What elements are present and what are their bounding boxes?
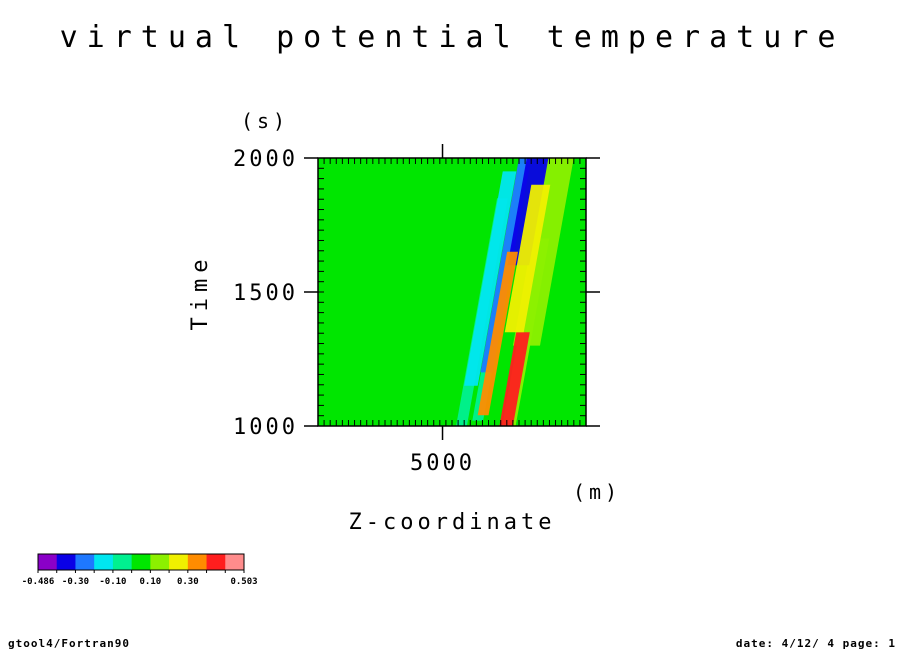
y-tick-labels: 1000 1500 2000 (233, 147, 298, 440)
plot-area (304, 144, 600, 440)
footer-right: date: 4/12/ 4 page: 1 (736, 637, 896, 650)
colorbar-swatch (225, 554, 245, 570)
colorbar-frame (37, 553, 245, 571)
y-axis-label: Time (188, 254, 213, 331)
contour-band-7 (477, 251, 518, 416)
plot-frame (317, 157, 587, 427)
y-tick-label: 1000 (233, 415, 298, 440)
colorbar-label: 0.30 (177, 577, 199, 587)
colorbar-label: -0.10 (99, 577, 126, 587)
contour-band-9 (504, 184, 551, 333)
colorbar-labels: -0.486 -0.30 -0.10 0.10 0.30 0.503 (22, 577, 258, 587)
colorbar-swatch (131, 554, 151, 570)
colorbar-swatch (112, 554, 133, 570)
x-tick-label: 5000 (410, 451, 475, 476)
colorbar-label: -0.486 (22, 577, 55, 587)
y-tick-label: 2000 (233, 147, 298, 172)
colorbar-swatch (187, 554, 208, 570)
x-axis-label: Z-coordinate (349, 510, 556, 535)
colorbar-swatch (206, 554, 226, 570)
colorbar-swatch (169, 554, 189, 570)
colorbar-label: 0.503 (230, 577, 257, 587)
colorbar-swatch (56, 554, 76, 570)
x-tick-labels: 5000 (410, 451, 475, 476)
colorbar-swatch (150, 554, 170, 570)
colorbar-swatch (75, 554, 95, 570)
colorbar-swatch (38, 554, 58, 570)
axis-ticks (304, 144, 600, 440)
colorbar-swatch (94, 554, 114, 570)
colorbar (37, 553, 245, 573)
y-axis-unit: (s) (241, 109, 289, 133)
x-axis-unit: (m) (573, 480, 621, 504)
contour-band-4 (464, 171, 517, 386)
data-field (456, 158, 574, 426)
y-tick-label: 1500 (233, 281, 298, 306)
footer-left: gtool4/Fortran90 (8, 637, 130, 650)
colorbar-label: 0.10 (140, 577, 162, 587)
colorbar-label: -0.30 (62, 577, 89, 587)
contour-band-8 (499, 332, 530, 426)
chart-title: virtual potential temperature (60, 20, 845, 55)
